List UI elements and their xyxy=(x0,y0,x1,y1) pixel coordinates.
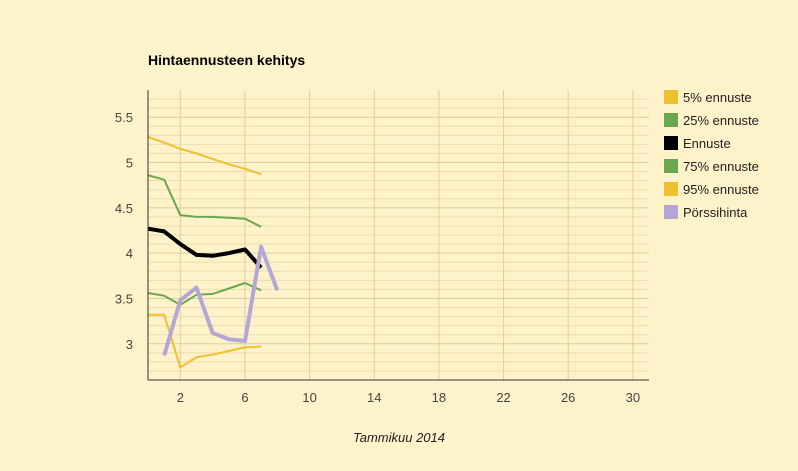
legend-label: Pörssihinta xyxy=(683,205,748,220)
legend-swatch xyxy=(664,159,678,173)
legend-swatch xyxy=(664,113,678,127)
legend: 5% ennuste 25% ennuste Ennuste 75% ennuste 9… xyxy=(664,90,759,220)
legend-label: Ennuste xyxy=(683,136,731,151)
x-tick-label: 6 xyxy=(241,390,248,405)
x-tick-label: 26 xyxy=(561,390,575,405)
legend-label: 25% ennuste xyxy=(683,113,759,128)
legend-swatch xyxy=(664,205,678,219)
y-tick-label: 5 xyxy=(126,156,133,171)
y-tick-label: 5.5 xyxy=(115,110,133,125)
y-tick-label: 4.5 xyxy=(115,201,133,216)
x-tick-label: 22 xyxy=(496,390,510,405)
x-tick-label: 14 xyxy=(367,390,381,405)
legend-label: 75% ennuste xyxy=(683,159,759,174)
series-line xyxy=(147,136,262,176)
series-lines xyxy=(147,136,280,369)
y-tick-label: 4 xyxy=(126,246,133,261)
legend-swatch xyxy=(664,182,678,196)
legend-label: 5% ennuste xyxy=(683,90,752,105)
chart-title: Hintaennusteen kehitys xyxy=(148,52,305,68)
x-axis-label: Tammikuu 2014 xyxy=(353,430,445,445)
series-line xyxy=(162,244,280,357)
x-tick-label: 30 xyxy=(626,390,640,405)
legend-swatch xyxy=(664,90,678,104)
y-tick-label: 3.5 xyxy=(115,291,133,306)
x-tick-label: 2 xyxy=(177,390,184,405)
grid xyxy=(148,90,649,380)
series-line xyxy=(147,174,262,228)
legend-label: 95% ennuste xyxy=(683,182,759,197)
x-tick-label: 10 xyxy=(302,390,316,405)
series-line xyxy=(147,226,263,269)
series-line xyxy=(147,282,262,306)
axes: 33.544.555.52 6 10 14 18 22 26 30 xyxy=(115,90,649,405)
series-line xyxy=(148,313,262,369)
legend-swatch xyxy=(664,136,678,150)
y-tick-label: 3 xyxy=(126,337,133,352)
x-tick-label: 18 xyxy=(432,390,446,405)
